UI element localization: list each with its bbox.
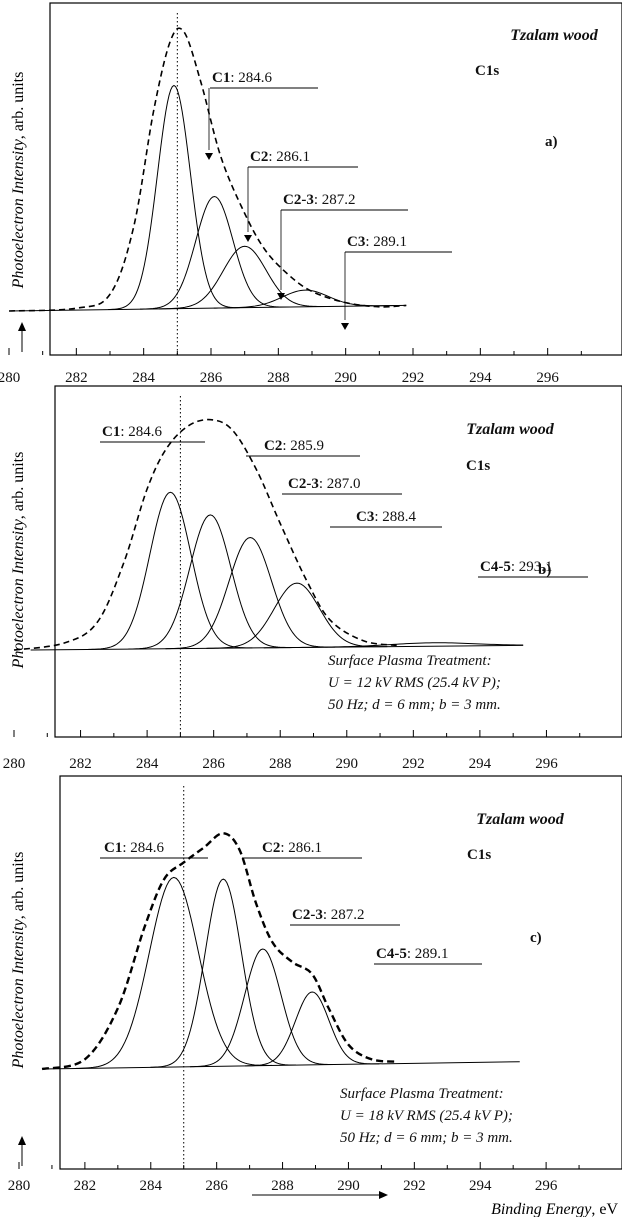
panel-b-label-c4-5: C4-5: 293.1: [480, 559, 553, 575]
panel-a-y-arrow: [18, 322, 26, 352]
panel-c-y-arrow: [18, 1136, 26, 1166]
panel-b-treatment-voltage: U = 12 kV RMS (25.4 kV P);: [328, 675, 501, 691]
panel-b-treatment-geometry: 50 Hz; d = 6 mm; b = 3 mm.: [328, 697, 501, 713]
panel-c-tick-label: 292: [403, 1178, 426, 1194]
panel-b-tick-label: 296: [535, 756, 558, 772]
panel-c-sample: Tzalam wood: [476, 811, 565, 828]
panel-c-tick-label: 294: [469, 1178, 492, 1194]
panel-a-id: a): [545, 134, 558, 150]
panel-b-envelope: [13, 418, 397, 651]
panel-a-tick-label: 296: [536, 370, 559, 386]
panel-c-tick-label: 288: [271, 1178, 294, 1194]
panel-c-x-arrow: [252, 1191, 388, 1199]
panel-b-tick-label: 286: [202, 756, 225, 772]
panel-a-component-c2: [140, 195, 289, 310]
panel-b-frame: [54, 385, 622, 738]
panel-b-region: C1s: [466, 458, 490, 474]
panel-c-tick-label: 284: [140, 1178, 163, 1194]
panel-c-tick-label: 296: [535, 1178, 558, 1194]
panel-b-tick-label: 292: [402, 756, 425, 772]
panel-b-component-c2: [128, 514, 293, 650]
panel-b-label-c2: C2: 285.9: [264, 438, 324, 454]
panel-c-ylabel: Photoelectron Intensity, arb. units: [10, 852, 27, 1070]
panel-a-label-c1: C1: 284.6: [212, 70, 273, 86]
panel-c-region: C1s: [467, 847, 491, 863]
panel-c-tick-label: 280: [8, 1178, 31, 1194]
panel-b-label-c3: C3: 288.4: [356, 509, 417, 525]
panel-a-tick-label: 284: [132, 370, 155, 386]
panel-a-frame: [49, 2, 622, 356]
panel-b-label-c2-3: C2-3: 287.0: [288, 476, 361, 492]
panel-c-id: c): [530, 930, 542, 946]
panel-a-ylabel: Photoelectron Intensity, arb. units: [10, 72, 27, 290]
panel-b: C1: 284.6 C2: 285.9 C2-3: 287.0 C3: 288.4 C4…: [3, 385, 622, 772]
panel-c-label-c2-3: C2-3: 287.2: [292, 907, 365, 923]
panel-a-sample: Tzalam wood: [510, 27, 599, 44]
panel-c-treatment-geometry: 50 Hz; d = 6 mm; b = 3 mm.: [340, 1130, 513, 1146]
panel-c-label-c1: C1: 284.6: [104, 840, 165, 856]
panel-b-component-c1: [88, 491, 253, 650]
panel-a-envelope: [8, 27, 407, 312]
panel-c-label-c2: C2: 286.1: [262, 840, 322, 856]
panel-c-tick-label: 286: [205, 1178, 228, 1194]
panel-c-frame: [59, 775, 622, 1170]
panel-c-treatment-title: Surface Plasma Treatment:: [340, 1086, 504, 1102]
panel-b-tick-label: 284: [136, 756, 159, 772]
panel-a-tick-label: 286: [200, 370, 223, 386]
panel-c-baseline: [42, 1061, 520, 1070]
panel-b-treatment-title: Surface Plasma Treatment:: [328, 653, 492, 669]
panel-a-region: C1s: [475, 63, 499, 79]
panel-b-label-c1: C1: 284.6: [102, 424, 163, 440]
panel-b-tick-label: 290: [336, 756, 359, 772]
panel-b-tick-label: 282: [69, 756, 92, 772]
panel-b-tick-label: 294: [469, 756, 492, 772]
panel-b-id: b): [538, 562, 551, 578]
panel-a-label-c2: C2: 286.1: [250, 149, 310, 165]
panel-b-ylabel: Photoelectron Intensity, arb. units: [10, 452, 27, 670]
panel-b-component-c2-3: [165, 537, 336, 650]
panel-b-tick-label: 288: [269, 756, 292, 772]
panel-b-component-c3: [206, 582, 388, 649]
panel-a-component-c1: [108, 84, 240, 311]
panel-a-tick-label: 290: [334, 370, 357, 386]
panel-a-label-arrow-c2-3: [277, 293, 285, 300]
panel-a: C1: 284.6 C2: 286.1 C2-3: 287.2 C3: 289.1 2…: [0, 2, 622, 386]
panel-c-component-c4-5: [245, 991, 380, 1067]
panel-c-component-c2-3: [190, 948, 336, 1068]
panel-a-label-arrow-c1: [205, 153, 213, 160]
panel-c-label-c4-5: C4-5: 289.1: [376, 946, 449, 962]
panel-c-component-c2: [150, 878, 297, 1068]
panel-a-label-arrow-c3: [341, 323, 349, 330]
panel-a-label-c2-3: C2-3: 287.2: [283, 192, 356, 208]
panel-a-tick-label: 280: [0, 370, 20, 386]
panel-b-tick-label: 280: [3, 756, 26, 772]
panel-a-component-c2-3: [158, 245, 331, 310]
panel-c-treatment-voltage: U = 18 kV RMS (25.4 kV P);: [340, 1108, 513, 1124]
panel-a-tick-label: 292: [402, 370, 425, 386]
panel-c-envelope: [41, 832, 398, 1071]
panel-c-tick-label: 282: [74, 1178, 97, 1194]
panel-c: C1: 284.6 C2: 286.1 C2-3: 287.2 C4-5: 289.1…: [8, 775, 622, 1217]
panel-c-component-c1: [75, 876, 272, 1069]
panel-c-tick-label: 290: [337, 1178, 360, 1194]
panel-a-tick-label: 294: [469, 370, 492, 386]
panel-b-sample: Tzalam wood: [466, 421, 555, 438]
panel-a-label-c3: C3: 289.1: [347, 234, 407, 250]
panel-c-xlabel: Binding Energy, eV: [491, 1201, 618, 1217]
panel-a-tick-label: 282: [65, 370, 88, 386]
panel-a-tick-label: 288: [267, 370, 290, 386]
panel-a-label-arrow-c2: [244, 235, 252, 242]
panel-a-baseline: [8, 304, 407, 312]
